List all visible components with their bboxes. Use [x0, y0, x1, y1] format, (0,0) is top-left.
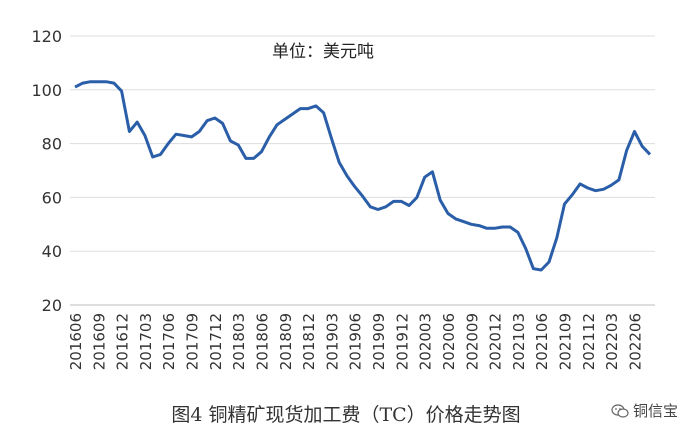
x-tick-label: 201812: [300, 313, 318, 370]
x-tick-label: 202112: [580, 313, 598, 370]
x-tick-label: 202106: [533, 313, 551, 370]
x-tick-label: 201806: [254, 313, 272, 370]
watermark-text: 铜信宝: [632, 402, 678, 420]
chart-title: 单位：美元吨: [272, 42, 374, 62]
x-tick-label: 202012: [487, 313, 505, 370]
x-axis-tick-labels: 201606 201609 201612 201703 201706 201709 2017…: [67, 313, 645, 370]
x-tick-label: 202009: [463, 313, 481, 370]
x-tick-label: 201909: [370, 313, 388, 370]
series-lines: [74, 80, 652, 272]
x-tick-label: 201809: [277, 313, 295, 370]
x-tick-label: 202109: [557, 313, 575, 370]
y-tick-label: 60: [42, 188, 62, 207]
x-tick-label: 201609: [90, 313, 108, 370]
x-tick-label: 201903: [323, 313, 341, 370]
x-tick-label: 202006: [440, 313, 458, 370]
wechat-icon: [611, 403, 629, 418]
y-tick-label: 20: [42, 296, 62, 315]
watermark: 铜信宝: [611, 400, 678, 421]
x-tick-label: 201606: [67, 313, 85, 370]
x-tick-label: 202003: [417, 313, 435, 370]
y-tick-label: 80: [42, 135, 62, 154]
x-tick-label: 201912: [393, 313, 411, 370]
series-line: [74, 80, 652, 272]
y-axis-tick-labels: 20 40 60 80 100 120: [31, 27, 62, 315]
x-tick-label: 201612: [114, 313, 132, 370]
x-tick-label: 201712: [207, 313, 225, 370]
x-tick-label: 202103: [510, 313, 528, 370]
figure-caption: 图4 铜精矿现货加工费（TC）价格走势图: [171, 404, 521, 426]
y-tick-label: 120: [31, 27, 62, 46]
x-tick-label: 201906: [347, 313, 365, 370]
y-tick-label: 40: [42, 242, 62, 261]
grid-lines: [70, 35, 655, 306]
x-tick-label: 202206: [627, 313, 645, 370]
x-tick-label: 201709: [184, 313, 202, 370]
x-tick-label: 202203: [603, 313, 621, 370]
x-tick-label: 201706: [160, 313, 178, 370]
x-tick-label: 201703: [137, 313, 155, 370]
x-tick-label: 201803: [230, 313, 248, 370]
y-tick-label: 100: [31, 81, 62, 100]
